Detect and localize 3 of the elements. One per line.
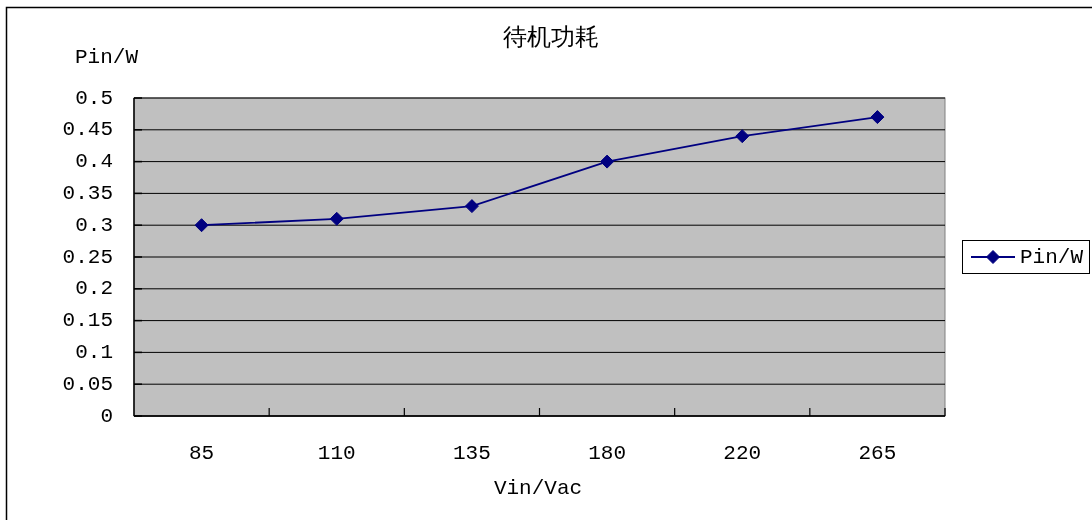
xlabel: Vin/Vac xyxy=(493,476,583,500)
ylabel: Pin/W xyxy=(75,45,138,69)
title: 待机功耗 xyxy=(503,24,599,52)
